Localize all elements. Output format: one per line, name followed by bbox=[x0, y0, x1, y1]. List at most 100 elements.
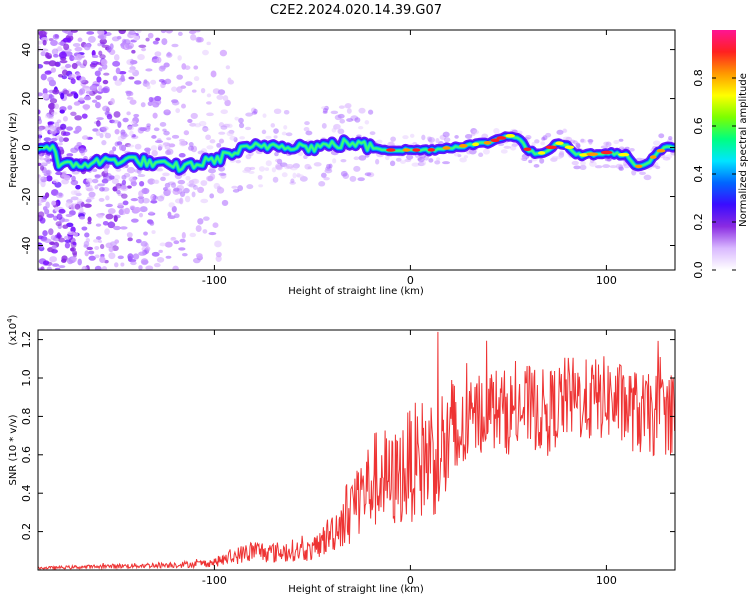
ridge-peak bbox=[537, 151, 546, 155]
spectrogram-cell bbox=[201, 127, 210, 132]
spectrogram-cell bbox=[181, 232, 186, 239]
spectrogram-cell bbox=[412, 141, 418, 146]
spectrogram-cell bbox=[172, 265, 179, 270]
spectrogram-cell bbox=[137, 126, 145, 134]
spectrogram-cell bbox=[304, 163, 311, 170]
spectrogram-cell bbox=[187, 118, 193, 123]
spectrogram-cell bbox=[454, 135, 459, 139]
spectrogram-cell bbox=[531, 141, 536, 147]
spectrogram-cell bbox=[533, 164, 540, 168]
spectrogram-cell bbox=[73, 101, 81, 106]
spectrogram-cell bbox=[47, 76, 54, 83]
spectrogram-cell bbox=[130, 120, 137, 125]
spectrogram-cell bbox=[58, 208, 66, 214]
spectrogram-cell bbox=[389, 160, 396, 167]
spectrogram-cell bbox=[52, 88, 60, 95]
spectrogram-cell bbox=[73, 92, 79, 99]
spectrogram-cell bbox=[364, 172, 372, 177]
spectrogram-cell bbox=[114, 262, 119, 268]
spectrogram-cell bbox=[411, 162, 420, 167]
bottom-y-scale-label: (x104) bbox=[6, 314, 19, 345]
spectrogram-cell bbox=[101, 266, 108, 270]
spectrogram-cell bbox=[229, 135, 237, 141]
spectrogram-cell bbox=[75, 72, 81, 77]
spectrogram-cell bbox=[257, 174, 263, 180]
spectrogram-cell bbox=[618, 166, 624, 171]
spectrogram-cell bbox=[103, 167, 109, 174]
spectrogram-cell bbox=[427, 137, 436, 143]
spectrogram-cell bbox=[197, 186, 205, 194]
spectrogram-cell bbox=[195, 225, 202, 232]
spectrogram-cell bbox=[116, 189, 121, 195]
spectrogram-cell bbox=[49, 94, 55, 101]
spectrogram-cell bbox=[206, 145, 214, 150]
spectrogram-cell bbox=[580, 138, 585, 143]
spectrogram-cell bbox=[417, 157, 425, 163]
spectrogram-cell bbox=[406, 154, 414, 160]
spectrogram-cell bbox=[376, 139, 383, 144]
spectrogram-cell bbox=[77, 258, 82, 266]
spectrogram-cell bbox=[153, 262, 161, 268]
spectrogram-cell bbox=[51, 111, 58, 115]
spectrogram-cell bbox=[67, 31, 74, 37]
spectrogram-cell bbox=[134, 143, 142, 150]
spectrogram-cell bbox=[206, 41, 211, 46]
spectrogram-cell bbox=[91, 54, 99, 59]
spectrogram-cell bbox=[131, 123, 139, 127]
spectrogram-cell bbox=[143, 231, 148, 236]
spectrogram-cell bbox=[652, 140, 661, 146]
spectrogram-cell bbox=[141, 47, 147, 52]
spectrogram-cell bbox=[217, 185, 222, 190]
spectrogram-cell bbox=[464, 133, 473, 139]
spectrogram-cell bbox=[237, 185, 244, 192]
spectrogram-cell bbox=[151, 135, 157, 139]
spectrogram-cell bbox=[63, 137, 69, 142]
spectrogram-cell bbox=[283, 125, 288, 130]
spectrogram-cell bbox=[79, 76, 86, 84]
spectrogram-cell bbox=[128, 69, 136, 73]
spectrogram-cell bbox=[520, 156, 527, 161]
spectrogram-cell bbox=[171, 100, 180, 106]
spectrogram-cell bbox=[183, 187, 190, 194]
scale-prefix: (x10 bbox=[8, 323, 19, 346]
spectrogram-cell bbox=[145, 265, 154, 270]
spectrogram-cell bbox=[58, 51, 67, 59]
spectrogram-cell bbox=[142, 197, 150, 204]
spectrogram-cell bbox=[153, 127, 160, 132]
spectrogram-cell bbox=[130, 60, 138, 65]
spectrogram-cell bbox=[108, 246, 114, 253]
spectrogram-cell bbox=[150, 145, 158, 152]
spectrogram-cell bbox=[205, 134, 211, 141]
spectrogram-cell bbox=[421, 134, 426, 141]
spectrogram-cell bbox=[193, 65, 199, 70]
spectrogram-cell bbox=[99, 132, 104, 139]
spectrogram-cell bbox=[206, 93, 212, 98]
spectrogram-cell bbox=[273, 135, 278, 139]
spectrogram-cell bbox=[126, 232, 133, 238]
spectrogram-cell bbox=[274, 158, 282, 163]
bottom-x-axis: -100 0 100 bbox=[202, 330, 617, 587]
spectrogram-cell bbox=[79, 88, 86, 95]
spectrogram-cell bbox=[152, 40, 159, 45]
y-tick-label: -20 bbox=[20, 188, 33, 206]
spectrogram-cell bbox=[54, 267, 61, 270]
y-tick-label: 0.2 bbox=[20, 523, 33, 541]
ridge-peak bbox=[579, 153, 589, 157]
spectrogram-cell bbox=[226, 131, 234, 137]
spectrogram-cell bbox=[126, 166, 135, 174]
spectrogram-cell bbox=[349, 175, 357, 182]
spectrogram-cell bbox=[195, 36, 202, 43]
spectrogram-cell bbox=[658, 133, 665, 139]
spectrogram-cell bbox=[83, 105, 89, 111]
spectrogram-cell bbox=[428, 158, 434, 163]
spectrogram-cell bbox=[111, 178, 119, 185]
y-tick-label: 1.0 bbox=[20, 369, 33, 387]
spectrogram-cell bbox=[338, 105, 345, 109]
x-tick-label: 100 bbox=[596, 274, 617, 287]
spectrogram-cell bbox=[264, 167, 270, 172]
spectrogram-cell bbox=[123, 172, 131, 178]
spectrogram-cell bbox=[148, 179, 154, 186]
spectrogram-cell bbox=[225, 65, 231, 70]
spectrogram-cell bbox=[435, 138, 440, 144]
ridge-peak bbox=[412, 148, 421, 152]
